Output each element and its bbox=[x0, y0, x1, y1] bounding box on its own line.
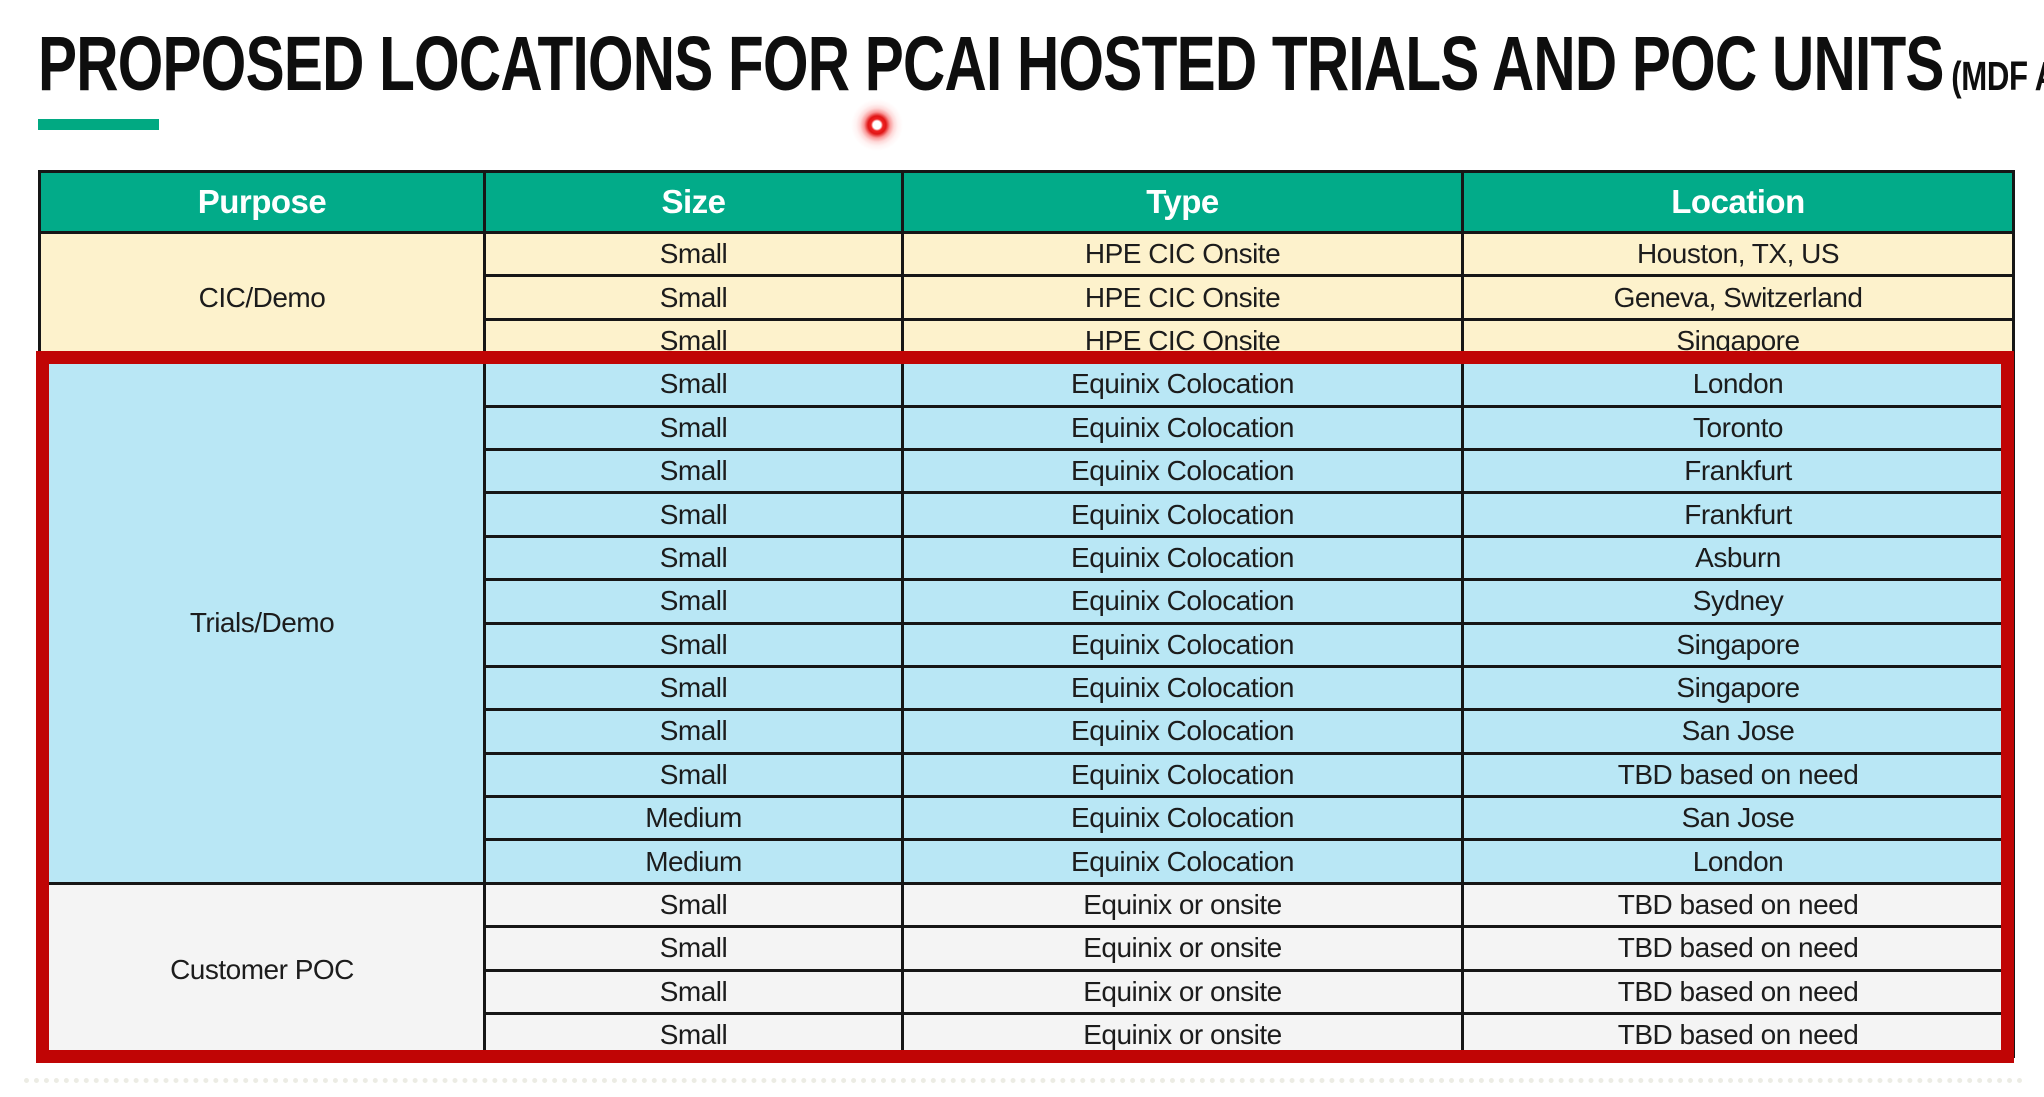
cell-size: Small bbox=[483, 230, 904, 278]
group-label-cic-demo: CIC/Demo bbox=[38, 230, 486, 365]
group-label-customer-poc: Customer POC bbox=[38, 881, 486, 1059]
cell-type: Equinix Colocation bbox=[901, 534, 1464, 582]
laser-pointer-dot bbox=[851, 99, 903, 151]
cell-location: TBD based on need bbox=[1461, 751, 2015, 799]
col-header-type: Type bbox=[901, 170, 1464, 234]
col-header-size: Size bbox=[483, 170, 904, 234]
table-row: Small Equinix Colocation Asburn bbox=[40, 534, 2015, 582]
cell-type: Equinix Colocation bbox=[901, 838, 1464, 885]
cell-size: Medium bbox=[483, 838, 904, 885]
cell-size: Small bbox=[483, 751, 904, 799]
table-row: Small Equinix or onsite TBD based on nee… bbox=[40, 925, 2015, 972]
cell-location: Singapore bbox=[1461, 664, 2015, 712]
cell-type: Equinix Colocation bbox=[901, 447, 1464, 495]
cell-type: Equinix or onsite bbox=[901, 968, 1464, 1016]
cell-location: TBD based on need bbox=[1461, 881, 2015, 929]
table-row: Small Equinix Colocation Toronto bbox=[40, 404, 2015, 451]
cell-size: Small bbox=[483, 404, 904, 451]
page-title-text: PROPOSED LOCATIONS FOR PCAI HOSTED TRIAL… bbox=[38, 21, 1944, 107]
table-row: Small Equinix Colocation Frankfurt bbox=[40, 491, 2015, 538]
cell-type: Equinix Colocation bbox=[901, 578, 1464, 625]
table-row: Small Equinix Colocation Singapore bbox=[40, 664, 2015, 712]
cell-location: Toronto bbox=[1461, 404, 2015, 451]
group-label-trials-demo: Trials/Demo bbox=[38, 361, 486, 885]
cell-type: Equinix Colocation bbox=[901, 664, 1464, 712]
cell-location: Sydney bbox=[1461, 578, 2015, 625]
table-row: Medium Equinix Colocation San Jose bbox=[40, 795, 2015, 842]
cell-location: London bbox=[1461, 838, 2015, 885]
table-row: Customer POC Small Equinix or onsite TBD… bbox=[38, 881, 2015, 1059]
cell-location: Asburn bbox=[1461, 534, 2015, 582]
cell-type: Equinix Colocation bbox=[901, 404, 1464, 451]
table-row: Small Equinix or onsite TBD based on nee… bbox=[40, 968, 2015, 1016]
table-row: Small Equinix Colocation Frankfurt bbox=[40, 447, 2015, 495]
cell-type: HPE CIC Onsite bbox=[901, 274, 1464, 321]
page-title: PROPOSED LOCATIONS FOR PCAI HOSTED TRIAL… bbox=[38, 26, 2044, 103]
cell-size: Small bbox=[483, 274, 904, 321]
table-row: Small Equinix Colocation San Jose bbox=[40, 708, 2015, 755]
cell-size: Small bbox=[483, 1012, 904, 1059]
cell-size: Small bbox=[483, 447, 904, 495]
table-row: Small Equinix Colocation Sydney bbox=[40, 578, 2015, 625]
cell-size: Small bbox=[483, 925, 904, 972]
cell-size: Small bbox=[483, 664, 904, 712]
title-accent-bar bbox=[38, 119, 159, 130]
table-row: Small HPE CIC Onsite Geneva, Switzerland bbox=[40, 274, 2015, 321]
cell-type: HPE CIC Onsite bbox=[901, 317, 1464, 365]
cell-location: London bbox=[1461, 361, 2015, 408]
cell-type: Equinix Colocation bbox=[901, 621, 1464, 668]
cell-size: Small bbox=[483, 534, 904, 582]
table-row: Medium Equinix Colocation London bbox=[40, 838, 2015, 885]
cell-location: Singapore bbox=[1461, 621, 2015, 668]
col-header-location: Location bbox=[1461, 170, 2015, 234]
table-row: Trials/Demo Small Equinix Colocation Lon… bbox=[38, 361, 2015, 885]
cell-size: Small bbox=[483, 881, 904, 929]
cell-type: Equinix Colocation bbox=[901, 708, 1464, 755]
cell-location: San Jose bbox=[1461, 708, 2015, 755]
cell-type: Equinix Colocation bbox=[901, 795, 1464, 842]
cell-size: Small bbox=[483, 361, 904, 408]
cell-location: TBD based on need bbox=[1461, 925, 2015, 972]
locations-table: Purpose Size Type Location CIC/Demo Smal… bbox=[38, 170, 2015, 1059]
cell-location: San Jose bbox=[1461, 795, 2015, 842]
cell-location: TBD based on need bbox=[1461, 968, 2015, 1016]
page-title-suffix: (MDF APPROVED) bbox=[1951, 53, 2044, 99]
cell-type: Equinix Colocation bbox=[901, 361, 1464, 408]
cell-size: Small bbox=[483, 317, 904, 365]
cell-size: Medium bbox=[483, 795, 904, 842]
table-row: Small Equinix Colocation Singapore bbox=[40, 621, 2015, 668]
cell-type: Equinix or onsite bbox=[901, 1012, 1464, 1059]
cell-type: Equinix Colocation bbox=[901, 491, 1464, 538]
cell-type: Equinix or onsite bbox=[901, 925, 1464, 972]
bottom-dotted-divider bbox=[24, 1078, 2024, 1083]
cell-size: Small bbox=[483, 621, 904, 668]
cell-size: Small bbox=[483, 708, 904, 755]
cell-size: Small bbox=[483, 578, 904, 625]
cell-location: Houston, TX, US bbox=[1461, 230, 2015, 278]
cell-location: Frankfurt bbox=[1461, 491, 2015, 538]
table-row: Small Equinix Colocation TBD based on ne… bbox=[40, 751, 2015, 799]
header-row: Purpose Size Type Location bbox=[38, 170, 2015, 234]
cell-size: Small bbox=[483, 968, 904, 1016]
cell-size: Small bbox=[483, 491, 904, 538]
cell-location: Frankfurt bbox=[1461, 447, 2015, 495]
cell-type: Equinix or onsite bbox=[901, 881, 1464, 929]
cell-location: TBD based on need bbox=[1461, 1012, 2015, 1059]
cell-location: Singapore bbox=[1461, 317, 2015, 365]
cell-type: HPE CIC Onsite bbox=[901, 230, 1464, 278]
table-row: CIC/Demo Small HPE CIC Onsite Houston, T… bbox=[38, 230, 2015, 365]
cell-type: Equinix Colocation bbox=[901, 751, 1464, 799]
cell-location: Geneva, Switzerland bbox=[1461, 274, 2015, 321]
col-header-purpose: Purpose bbox=[38, 170, 486, 234]
table-container: Purpose Size Type Location CIC/Demo Smal… bbox=[38, 170, 2015, 1059]
